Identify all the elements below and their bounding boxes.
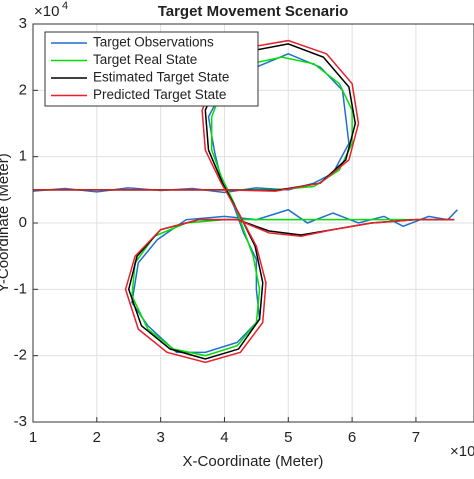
legend-label: Target Observations [93, 35, 214, 50]
x-axis-label: X-Coordinate (Meter) [183, 453, 324, 470]
legend: Target Observations Target Real State Esti… [44, 31, 259, 107]
y-tick-label: 1 [19, 148, 27, 165]
legend-label: Target Real State [93, 52, 197, 67]
x-tick-label: 1 [29, 429, 37, 446]
x-tick-label: 3 [156, 429, 164, 446]
x-exponent: ×10 [450, 443, 474, 460]
y-tick-label: 2 [19, 81, 27, 98]
axes-box [32, 23, 474, 423]
y-axis-label: Y-Coordinate (Meter) [0, 153, 12, 293]
series-line [33, 39, 455, 364]
series-group [33, 39, 458, 364]
x-tick-label: 6 [348, 429, 356, 446]
x-tick-label: 5 [284, 429, 292, 446]
x-tick-label: 7 [412, 429, 420, 446]
series-line [33, 53, 458, 354]
y-exponent-power: 4 [62, 0, 68, 12]
y-tick-label: 0 [19, 214, 27, 231]
chart-title: Target Movement Scenario [158, 3, 349, 20]
y-tick-label: -2 [14, 347, 27, 364]
y-tick-label: -1 [14, 280, 27, 297]
y-exponent: ×10 [34, 3, 59, 20]
legend-label: Predicted Target State [93, 87, 226, 102]
y-tick-label: 3 [19, 15, 27, 32]
x-tick-label: 2 [93, 429, 101, 446]
y-tick-label: -3 [14, 413, 27, 430]
legend-box [44, 31, 259, 107]
legend-label: Estimated Target State [93, 70, 229, 85]
x-tick-label: 4 [220, 429, 228, 446]
